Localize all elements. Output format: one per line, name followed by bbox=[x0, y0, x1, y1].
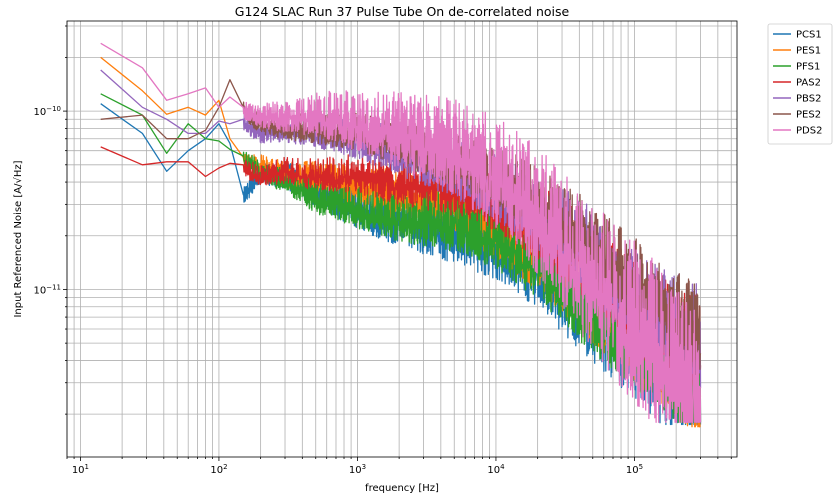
x-axis-label: frequency [Hz] bbox=[365, 483, 439, 494]
series-line-pfs1 bbox=[100, 93, 702, 423]
series-lines bbox=[100, 42, 702, 428]
x-tick-label: 101 bbox=[72, 463, 89, 476]
y-axis-label: Input Referenced Noise [A/√Hz] bbox=[13, 160, 24, 317]
legend-label-pbs2: PBS2 bbox=[796, 94, 821, 105]
legend: PCS1 PES1 PFS1 PAS2 PBS2 PES2 PDS2 bbox=[767, 23, 833, 145]
y-tick-label: 10−11 bbox=[33, 283, 61, 296]
series-line-pds2 bbox=[100, 42, 702, 423]
legend-label-pfs1: PFS1 bbox=[796, 62, 820, 73]
x-tick-label: 105 bbox=[626, 463, 643, 476]
chart-title: G124 SLAC Run 37 Pulse Tube On de-correl… bbox=[235, 4, 570, 19]
legend-label-pes2: PES2 bbox=[796, 110, 821, 121]
x-tick-label: 103 bbox=[349, 463, 366, 476]
legend-label-pas2: PAS2 bbox=[796, 78, 821, 89]
legend-label-pcs1: PCS1 bbox=[796, 30, 822, 41]
legend-label-pes1: PES1 bbox=[796, 46, 821, 57]
y-tick-label: 10−10 bbox=[33, 105, 61, 118]
ticks: 101 102 103 104 105 10−10 10−11 bbox=[33, 25, 732, 476]
legend-label-pds2: PDS2 bbox=[796, 126, 822, 137]
x-tick-label: 102 bbox=[210, 463, 227, 476]
plot-frame bbox=[66, 20, 738, 458]
x-tick-label: 104 bbox=[487, 463, 505, 476]
